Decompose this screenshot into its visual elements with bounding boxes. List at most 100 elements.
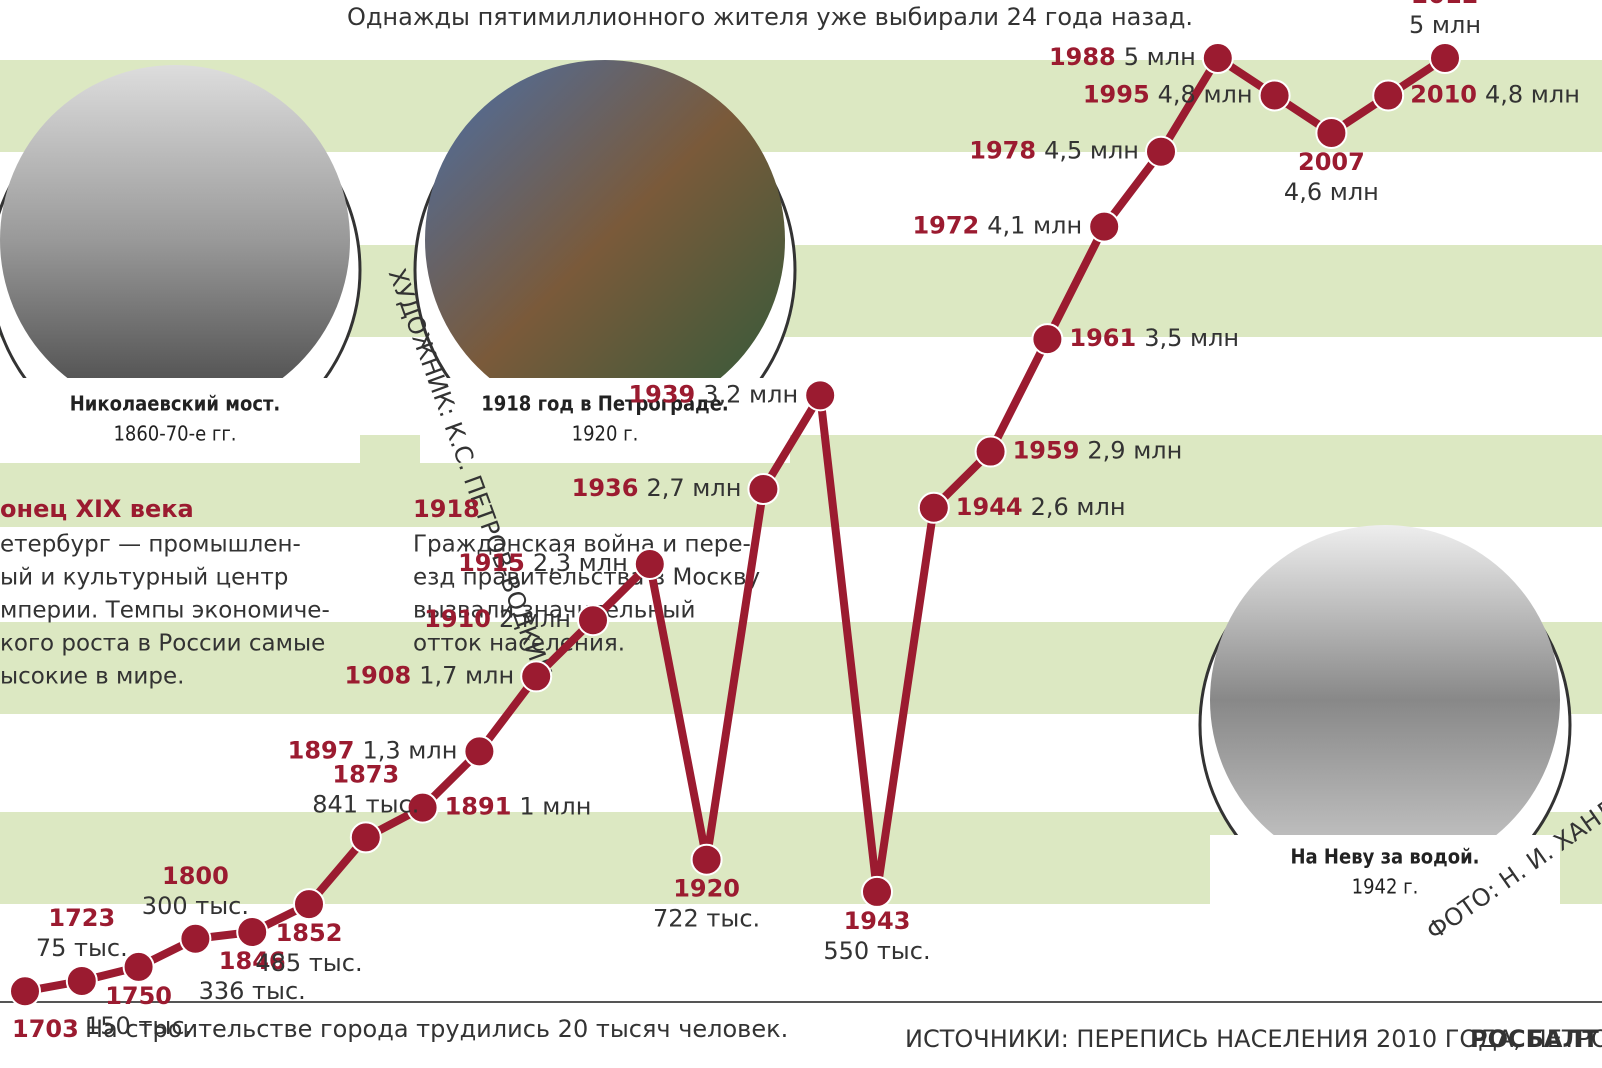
value-label: 2 млн	[499, 605, 571, 633]
year-label: 1939	[628, 380, 695, 408]
value-label: 2,7 млн	[646, 474, 741, 502]
value-label: 5 млн	[1124, 43, 1196, 71]
point	[635, 549, 665, 579]
value-label: 4,1 млн	[987, 212, 1082, 240]
year-label: 1978	[969, 137, 1036, 165]
point-label: 1961 3,5 млн	[1069, 324, 1239, 352]
point	[1430, 43, 1460, 73]
point-label: 19362,7 млн	[572, 474, 742, 502]
point	[124, 952, 154, 982]
value-label: 841 тыс.	[312, 790, 419, 818]
year-label: 1897	[288, 736, 355, 764]
photo-date: 1860-70-е гг.	[113, 422, 236, 446]
value-label: 4,8 млн	[1485, 80, 1580, 108]
value-label: 4,5 млн	[1044, 137, 1139, 165]
point-label: 1972 4,1 млн	[912, 212, 1082, 240]
photo-middle: 1918 год в Петрограде. 1920 г. ХУДОЖНИК:…	[383, 60, 795, 689]
point	[976, 437, 1006, 467]
note-title: онец XIX века	[0, 495, 194, 523]
note-line: етербург — промышлен-	[0, 532, 301, 558]
value-label: 722 тыс.	[653, 905, 760, 933]
photo-left: Николаевский мост. 1860-70-е гг.	[0, 65, 360, 463]
year-label: 2010	[1410, 80, 1477, 108]
year-label: 1972	[912, 212, 979, 240]
note-line: ый и культурный центр	[0, 565, 288, 591]
year-label: 1988	[1049, 43, 1116, 71]
point-label: 1944 2,6 млн	[956, 493, 1126, 521]
value-label: 1 млн	[519, 793, 591, 821]
subtitle: Однажды пятимиллионного жителя уже выбир…	[347, 3, 1193, 31]
point-label: 1908 1,7 млн	[344, 661, 514, 689]
point	[180, 924, 210, 954]
point	[1146, 137, 1176, 167]
value-label: 4,6 млн	[1284, 178, 1379, 206]
point	[919, 493, 949, 523]
point-label: 2010 4,8 млн	[1410, 80, 1580, 108]
point	[748, 474, 778, 504]
value-label: 3,5 млн	[1144, 324, 1239, 352]
note-line: ысокие в мире.	[0, 664, 184, 690]
note-line: мперии. Темпы экономиче-	[0, 598, 330, 624]
value-label: 5 млн	[1409, 11, 1481, 39]
year-label: 1943	[844, 907, 911, 935]
value-label: 550 тыс.	[823, 937, 930, 965]
point	[237, 917, 267, 947]
value-label: 75 тыс.	[36, 934, 128, 962]
note-title: 1918	[413, 495, 480, 523]
value-label: 3,2 млн	[703, 380, 798, 408]
year-label: 1995	[1083, 80, 1150, 108]
photo-date: 1920 г.	[572, 422, 639, 446]
year-label: 1723	[48, 904, 115, 932]
logo: РОСБАЛТ	[1470, 1025, 1599, 1053]
value-label: 485 тыс.	[255, 949, 362, 977]
year-label: 1891	[445, 793, 512, 821]
year-label: 1936	[572, 474, 639, 502]
photo-caption: Николаевский мост.	[70, 392, 281, 416]
photo-date: 1942 г.	[1352, 875, 1419, 899]
year-label: 2007	[1298, 148, 1365, 176]
year-label: 1961	[1069, 324, 1136, 352]
point	[1032, 324, 1062, 354]
point	[67, 966, 97, 996]
value-label: 336 тыс.	[199, 977, 306, 1005]
year-label: 1908	[344, 661, 411, 689]
point	[1260, 80, 1290, 110]
point	[464, 736, 494, 766]
year-label: 1920	[673, 875, 740, 903]
point-label: 1915 2,3 млн	[458, 549, 628, 577]
point	[1089, 212, 1119, 242]
point	[1316, 118, 1346, 148]
point	[862, 877, 892, 907]
point-label: 1978 4,5 млн	[969, 137, 1139, 165]
year-label: 1959	[1013, 437, 1080, 465]
point-label: 1995 4,8 млн	[1083, 80, 1253, 108]
point	[805, 380, 835, 410]
point	[351, 822, 381, 852]
point	[578, 605, 608, 635]
point	[692, 845, 722, 875]
year-label: 1944	[956, 493, 1023, 521]
value-label: 150 тыс.	[85, 1012, 192, 1040]
value-label: 300 тыс.	[142, 892, 249, 920]
year-label: 1915	[458, 549, 525, 577]
year-label: 1910	[424, 605, 491, 633]
photo-right: На Неву за водой. 1942 г. ФОТО: Н. И. ХА…	[1200, 525, 1602, 946]
year-label: 1800	[162, 862, 229, 890]
value-label: 2,3 млн	[533, 549, 628, 577]
point	[294, 889, 324, 919]
point	[521, 661, 551, 691]
value-label: 1,3 млн	[362, 736, 457, 764]
point	[1373, 80, 1403, 110]
point-label: 1939 3,2 млн	[628, 380, 798, 408]
value-label: 1,7 млн	[419, 661, 514, 689]
value-label: 2,6 млн	[1031, 493, 1126, 521]
year-label: 1873	[332, 760, 399, 788]
infographic: Николаевский мост. 1860-70-е гг. 1918 го…	[0, 0, 1602, 1068]
point	[10, 976, 40, 1006]
note-line: кого роста в России самые	[0, 631, 325, 657]
year-label: 1852	[276, 919, 343, 947]
point	[1203, 43, 1233, 73]
value-label: 4,8 млн	[1158, 80, 1253, 108]
